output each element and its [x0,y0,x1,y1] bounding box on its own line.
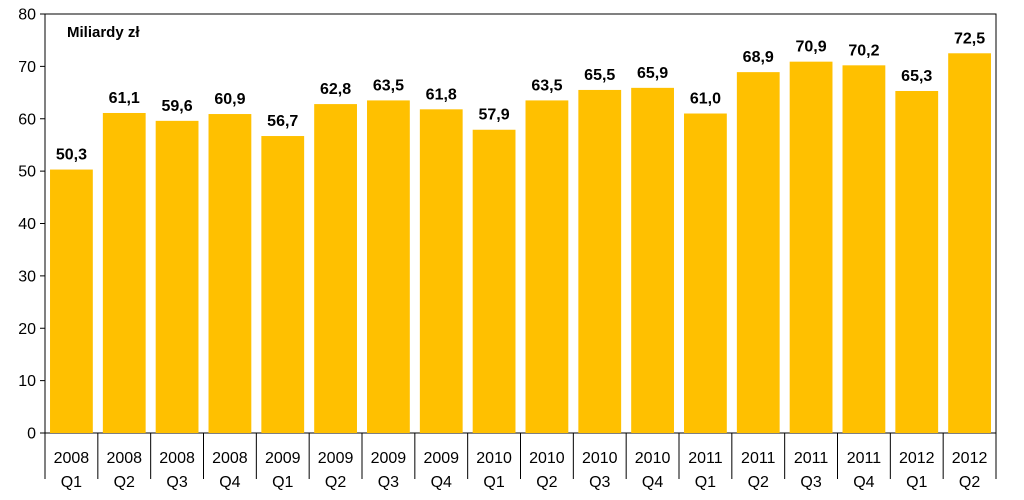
data-label: 68,9 [743,49,774,66]
data-label: 63,5 [373,77,404,94]
y-axis: 0 10 20 30 40 50 60 70 80 [18,7,45,443]
x-tick-label-quarter: Q3 [166,474,187,491]
x-tick-label-year: 2011 [741,450,776,467]
bar [50,169,93,433]
x-tick-label-year: 2011 [847,450,882,467]
bar [525,100,569,433]
x-tick-label-year: 2012 [899,450,935,467]
data-label: 60,9 [214,91,245,108]
bar [736,72,780,433]
data-label: 62,8 [320,81,351,98]
y-tick-label: 80 [18,7,36,24]
data-label: 70,9 [796,39,827,56]
x-tick-label-year: 2009 [318,450,354,467]
x-tick-label-quarter: Q1 [906,474,927,491]
data-label: 56,7 [267,113,298,130]
x-axis: 2008 Q1 2008 Q2 2008 Q3 2008 Q4 2009 Q1 2009 Q2 2009… [44,433,997,491]
x-tick-label-quarter: Q4 [642,474,663,491]
bar [631,87,674,433]
data-label: 57,9 [479,107,510,124]
data-label: 70,2 [848,42,879,59]
bar [789,61,833,433]
x-tick-label-year: 2009 [423,450,459,467]
data-label: 65,9 [637,65,668,82]
y-tick-label: 10 [18,373,36,390]
bar [155,120,199,433]
unit-label: Miliardy zł [67,24,140,41]
bar [208,114,252,433]
y-tick-label: 70 [18,59,36,76]
x-tick-label-year: 2010 [476,450,512,467]
data-label: 65,5 [584,67,615,84]
x-tick-label-year: 2008 [212,450,248,467]
y-tick-label: 60 [18,111,36,128]
x-tick-label-year: 2012 [952,450,988,467]
data-label: 50,3 [56,147,87,164]
data-label: 72,5 [954,30,985,47]
x-tick-label-year: 2011 [688,450,723,467]
bar [472,129,516,433]
y-tick-label: 20 [18,321,36,338]
x-tick-label-year: 2011 [794,450,829,467]
data-label: 59,6 [162,98,193,115]
x-tick-label-quarter: Q3 [800,474,821,491]
x-tick-label-year: 2008 [106,450,142,467]
x-tick-label-quarter: Q4 [219,474,240,491]
bar [948,53,991,433]
x-tick-label-year: 2009 [265,450,301,467]
x-tick-label-year: 2008 [159,450,195,467]
x-tick-label-quarter: Q1 [695,474,716,491]
bar [314,104,357,434]
y-tick-label: 0 [27,426,36,443]
data-label: 61,8 [426,86,457,103]
y-tick-label: 50 [18,164,36,181]
data-labels: 50,3 61,1 59,6 60,9 56,7 62,8 63,5 61,8 57,9 63,5… [56,30,985,163]
x-tick-label-quarter: Q2 [325,474,346,491]
x-tick-label-year: 2009 [371,450,407,467]
bar [419,109,463,433]
data-label: 61,1 [109,90,140,107]
x-tick-label-year: 2010 [635,450,671,467]
x-tick-label-quarter: Q1 [61,474,82,491]
bar [842,65,886,433]
bars [50,53,991,434]
bar [102,112,146,434]
bar [367,100,410,433]
x-tick-label-quarter: Q3 [589,474,610,491]
y-tick-label: 30 [18,268,36,285]
x-tick-label-quarter: Q4 [853,474,874,491]
bar [684,113,727,433]
x-tick-label-year: 2010 [582,450,618,467]
x-tick-label-year: 2008 [54,450,90,467]
x-tick-label-quarter: Q2 [114,474,135,491]
data-label: 65,3 [901,68,932,85]
x-tick-label-year: 2010 [529,450,565,467]
x-tick-label-quarter: Q1 [272,474,293,491]
y-tick-label: 40 [18,216,36,233]
x-tick-label-quarter: Q1 [483,474,504,491]
data-label: 61,0 [690,91,721,108]
x-tick-label-quarter: Q4 [431,474,452,491]
bar [578,89,622,433]
bar [261,136,305,433]
x-tick-label-quarter: Q2 [748,474,769,491]
x-tick-label-quarter: Q2 [536,474,557,491]
data-label: 63,5 [531,77,562,94]
bar [895,90,939,434]
x-tick-label-quarter: Q3 [378,474,399,491]
x-tick-label-quarter: Q2 [959,474,980,491]
